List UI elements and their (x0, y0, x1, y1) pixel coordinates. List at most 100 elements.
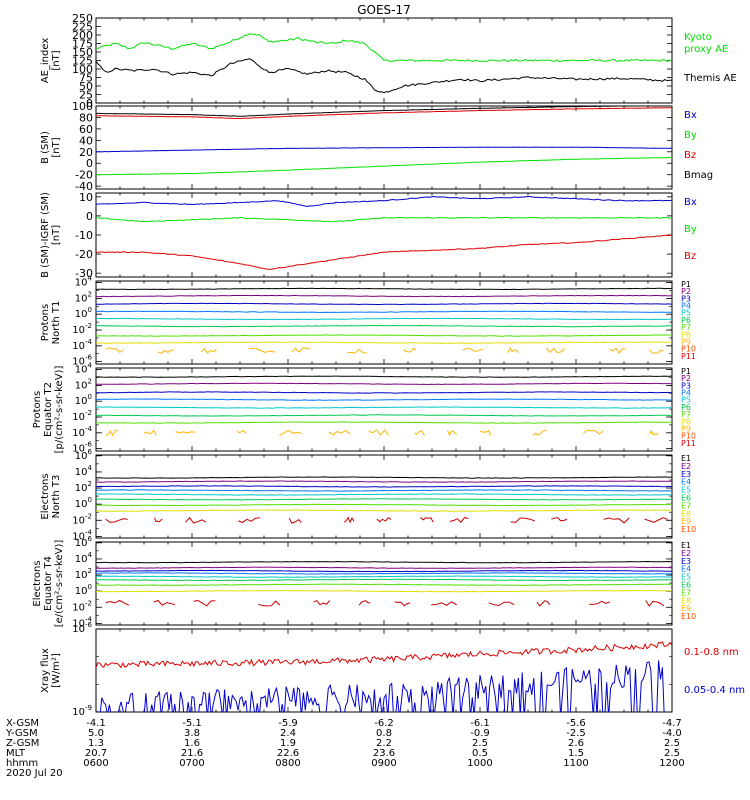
panel-frame (95, 280, 673, 365)
channel-label-e10: E10 (681, 612, 696, 621)
channel-label-p9: P9 (681, 337, 691, 346)
y-tick-label: 10-2 (72, 409, 92, 423)
y-tick-label: 125 (72, 55, 93, 68)
gappy-segment (488, 601, 515, 607)
y-tick-label: 10-4 (72, 425, 92, 439)
channel-line-7 (96, 334, 672, 337)
channel-line-5 (96, 406, 672, 409)
channel-label-e9: E9 (681, 604, 691, 613)
channel-line-1 (96, 560, 672, 564)
channel-label-e4: E4 (681, 478, 691, 487)
y-tick-exp: 2 (88, 377, 92, 385)
x-row-value: 1.3 (88, 738, 104, 749)
gappy-segment (105, 599, 130, 606)
gappy-segment (238, 517, 260, 523)
y-tick-label: 50 (79, 80, 93, 93)
gappy-segment (347, 348, 367, 354)
legend-label: By (684, 130, 697, 141)
gappy-segment (546, 347, 566, 354)
channel-line-7 (96, 421, 672, 424)
gappy-segment (328, 429, 351, 436)
y-tick-label: 175 (72, 38, 93, 51)
y-tick-exp: -4 (85, 338, 93, 346)
channel-line-7 (96, 583, 672, 586)
y-tick-label: 100 (75, 496, 92, 510)
x-row-value: 23.6 (373, 748, 395, 759)
channel-label-e10: E10 (681, 525, 696, 534)
y-tick-exp: 4 (88, 362, 93, 370)
y-tick-exp: 2 (88, 567, 92, 575)
panel-frame (95, 192, 673, 278)
gappy-segment (201, 347, 217, 354)
y-axis-label: Electrons (40, 473, 51, 519)
gappy-segment (551, 516, 568, 522)
gappy-segment (258, 600, 281, 607)
legend-label: 0.05-0.4 nm (684, 685, 745, 696)
y-axis-label: [nT] (51, 137, 62, 157)
x-row-value: -2.5 (566, 728, 586, 739)
series-line-by (96, 216, 672, 223)
channel-label-p8: P8 (681, 417, 691, 426)
series-line-kyoto-proxy-ae (96, 33, 672, 63)
gappy-segment (279, 429, 303, 436)
channel-label-e3: E3 (681, 557, 691, 566)
gappy-segment (507, 347, 519, 354)
y-tick-exp: 0 (88, 393, 92, 401)
channel-label-p2: P2 (681, 287, 691, 296)
gappy-segment (193, 599, 216, 607)
y-tick-label: 102 (75, 377, 92, 391)
y-tick-label: 104 (75, 464, 93, 478)
gappy-segment (105, 347, 124, 354)
data-layer (96, 641, 672, 712)
y-axis-label: Electrons (32, 560, 43, 606)
y-axis-label: [p/(cm²-s-sr-keV)] (54, 366, 65, 454)
channel-label-p5: P5 (681, 309, 691, 318)
gappy-segment (248, 347, 276, 353)
y-tick-label: 100 (72, 100, 93, 113)
channel-line-5 (96, 493, 672, 496)
y-tick-label: -20 (75, 248, 93, 261)
data-layer (96, 560, 672, 607)
channel-line-4 (96, 398, 672, 401)
x-row-value: 2.4 (280, 728, 296, 739)
x-row-value: 5.0 (88, 728, 104, 739)
legend-label: Themis AE (683, 73, 737, 84)
channel-label-e1: E1 (681, 541, 691, 550)
data-layer (96, 195, 672, 270)
y-tick-exp: -4 (85, 528, 93, 536)
x-row-label: hhmm (6, 758, 38, 769)
channel-line-6 (96, 324, 672, 328)
gappy-segment (105, 429, 118, 437)
channel-label-p3: P3 (681, 294, 691, 303)
panel-frame (95, 541, 673, 626)
gappy-segment (358, 600, 371, 606)
channel-line-2 (96, 294, 672, 298)
legend-label: Bz (684, 251, 696, 262)
y-tick-exp: -2 (85, 409, 92, 417)
channel-line-3 (96, 485, 672, 488)
y-axis-label: Equator T2 (43, 382, 54, 437)
x-row-value: -6.2 (374, 718, 394, 729)
y-tick-label: 20 (79, 146, 93, 159)
x-row-value: 2.5 (664, 748, 680, 759)
y-tick-label: 80 (79, 111, 93, 124)
y-tick-exp: 6 (88, 535, 93, 543)
y-tick-label: 106 (75, 535, 93, 549)
x-axis-labels: X-GSM -4.1 -5.1 -5.9 -6.2 -6.1 -5.6 -4.7 Y-GSM 5.… (5, 718, 685, 769)
gappy-segment (157, 349, 175, 354)
y-tick-exp: 0 (88, 496, 92, 504)
channel-line-4 (96, 489, 672, 492)
y-tick-label: 102 (75, 567, 92, 581)
y-axis-label: North T1 (51, 301, 62, 345)
x-row-value: 0800 (275, 758, 300, 769)
data-layer (96, 476, 672, 524)
y-tick-exp: 4 (88, 551, 93, 559)
x-row-value: 2.5 (472, 738, 488, 749)
channel-label-e1: E1 (681, 454, 691, 463)
y-tick-label: -20 (75, 169, 93, 182)
y-axis-label: [e/(cm²-s-sr-keV)] (54, 540, 65, 628)
